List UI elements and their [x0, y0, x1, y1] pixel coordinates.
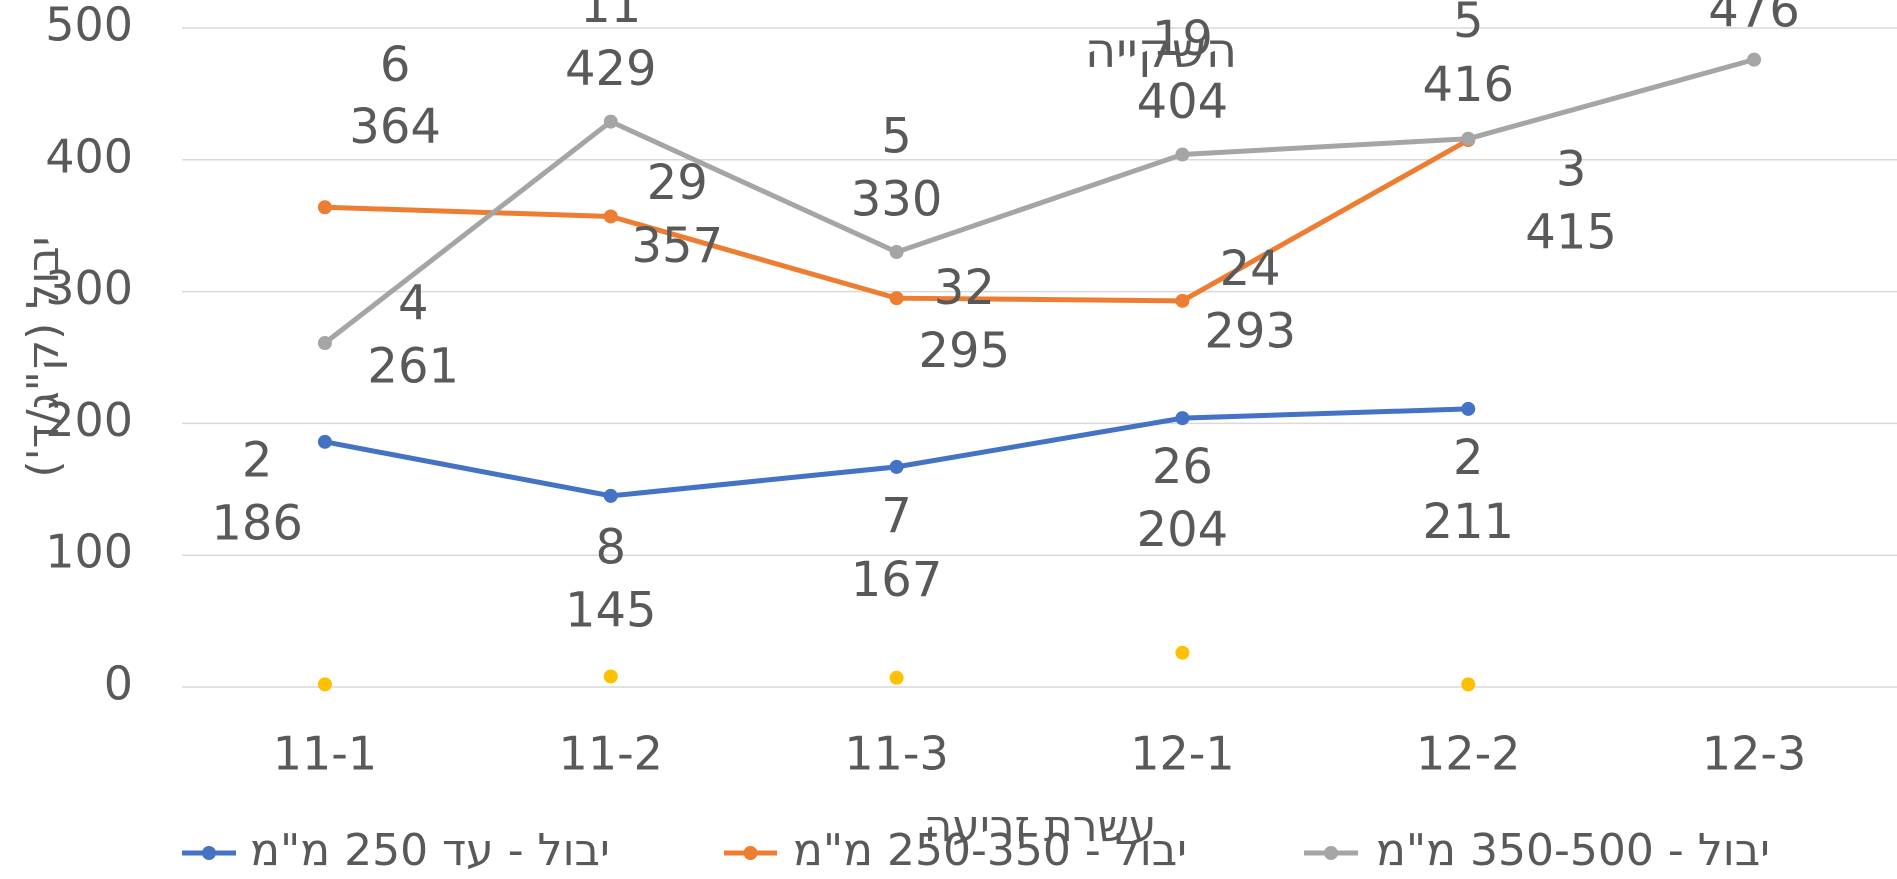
- data-label: 293: [1204, 304, 1296, 360]
- data-label: 167: [851, 552, 943, 608]
- data-label-count: 4: [398, 276, 429, 332]
- data-point: [1461, 131, 1476, 146]
- data-point: [889, 459, 904, 474]
- data-point: [603, 209, 618, 224]
- y-tick-label: 300: [45, 261, 133, 315]
- data-label: 357: [631, 218, 723, 274]
- data-label-count: 2: [1453, 430, 1484, 486]
- data-label-count: 7: [881, 488, 912, 544]
- x-tick-label: 11-2: [559, 727, 663, 781]
- data-point: [1175, 645, 1190, 660]
- data-point: [603, 488, 618, 503]
- data-point: [889, 670, 904, 685]
- data-label: 186: [211, 496, 303, 552]
- data-point: [317, 434, 332, 449]
- data-point: [1461, 401, 1476, 416]
- data-label-count: 3: [1556, 142, 1587, 198]
- data-label: 261: [367, 339, 459, 395]
- data-label-count: 19: [1152, 11, 1213, 67]
- y-tick-label: 0: [104, 657, 133, 711]
- data-point: [1175, 293, 1190, 308]
- data-point: [1175, 411, 1190, 426]
- data-label: 476: [1708, 0, 1800, 39]
- x-tick-label: 12-3: [1702, 727, 1806, 781]
- legend-marker: [202, 846, 216, 860]
- data-label: 416: [1422, 57, 1514, 113]
- x-tick-label: 11-1: [273, 727, 377, 781]
- data-label: 295: [919, 323, 1011, 379]
- data-point: [889, 291, 904, 306]
- y-tick-label: 100: [45, 525, 133, 579]
- data-label-count: 11: [580, 0, 641, 34]
- legend-marker: [1324, 846, 1338, 860]
- data-label-count: 6: [380, 37, 411, 93]
- data-point: [603, 669, 618, 684]
- data-point: [317, 200, 332, 215]
- data-point: [317, 336, 332, 351]
- data-label: 211: [1422, 494, 1514, 550]
- data-label: 429: [565, 41, 657, 97]
- x-tick-label: 12-1: [1130, 727, 1234, 781]
- y-tick-label: 400: [45, 129, 133, 183]
- legend-label: יבול - 250-350 מ"מ: [793, 825, 1187, 876]
- data-label-count: 2: [242, 433, 273, 489]
- x-tick-label: 12-2: [1416, 727, 1520, 781]
- data-label: 415: [1525, 205, 1617, 261]
- legend-label: יבול - 350-500 מ"מ: [1376, 825, 1770, 876]
- data-label-count: 29: [647, 155, 708, 211]
- data-point: [1747, 52, 1762, 67]
- data-label: 204: [1137, 502, 1229, 558]
- data-label-count: 32: [934, 260, 995, 316]
- data-label-count: 24: [1220, 241, 1281, 297]
- data-point: [1461, 677, 1476, 692]
- x-axis-title: עשרת זריעה: [924, 801, 1157, 852]
- series-line: [324, 406, 1469, 499]
- legend-marker: [743, 846, 758, 860]
- data-point: [1175, 147, 1190, 162]
- data-label: 364: [349, 99, 441, 155]
- legend-label: יבול - עד 250 מ"מ: [250, 825, 610, 876]
- y-tick-label: 500: [45, 0, 133, 52]
- data-label: 404: [1137, 74, 1229, 130]
- data-label-count: 8: [595, 519, 626, 575]
- chart-title: השקייה: [1085, 23, 1237, 79]
- data-point: [317, 677, 332, 692]
- y-tick-label: 200: [45, 393, 133, 447]
- series-line: [323, 57, 1755, 345]
- data-label-count: 5: [881, 109, 912, 165]
- data-point: [889, 245, 904, 260]
- data-point: [603, 114, 618, 129]
- x-tick-label: 11-3: [844, 727, 948, 781]
- y-axis-title: יבול (ק"ג/ד'): [18, 236, 69, 477]
- data-label-count: 5: [1453, 0, 1484, 49]
- data-label: 330: [851, 171, 943, 227]
- data-label: 145: [565, 582, 657, 638]
- data-label-count: 26: [1152, 439, 1213, 495]
